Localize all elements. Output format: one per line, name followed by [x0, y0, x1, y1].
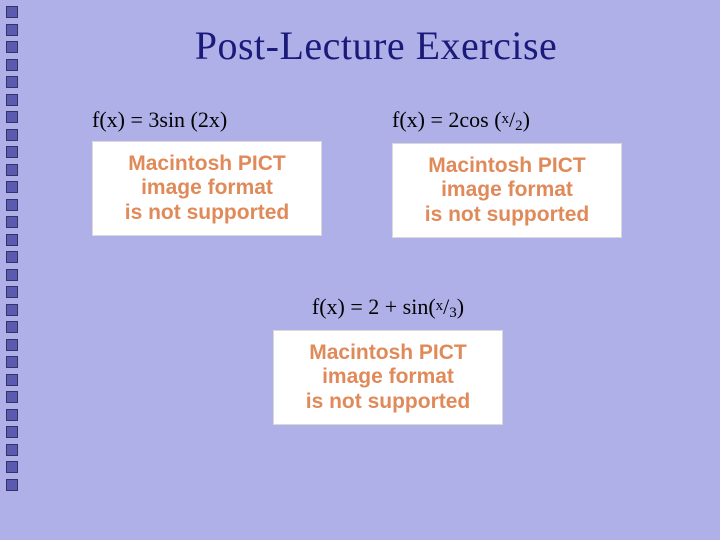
slide-content: Post-Lecture Exercise f(x) = 3sin (2x) M…	[32, 0, 720, 540]
function-1-text: f(x) = 3sin (2x)	[92, 107, 227, 132]
border-square	[6, 41, 18, 53]
border-square	[6, 6, 18, 18]
function-block-2: f(x) = 2cos (x/2) Macintosh PICT image f…	[392, 107, 692, 238]
border-square	[6, 409, 18, 421]
border-square	[6, 304, 18, 316]
image-placeholder-1: Macintosh PICT image format is not suppo…	[92, 141, 322, 236]
placeholder-text-3: Macintosh PICT image format is not suppo…	[306, 341, 471, 413]
function-block-1: f(x) = 3sin (2x) Macintosh PICT image fo…	[92, 107, 392, 238]
border-square	[6, 129, 18, 141]
border-square	[6, 111, 18, 123]
border-square	[6, 94, 18, 106]
left-border-squares	[6, 6, 20, 534]
border-square	[6, 76, 18, 88]
image-placeholder-2: Macintosh PICT image format is not suppo…	[392, 143, 622, 238]
border-square	[6, 59, 18, 71]
border-square	[6, 391, 18, 403]
border-square	[6, 146, 18, 158]
border-square	[6, 426, 18, 438]
border-square	[6, 444, 18, 456]
page-title: Post-Lecture Exercise	[32, 22, 720, 69]
border-square	[6, 321, 18, 333]
border-square	[6, 269, 18, 281]
border-square	[6, 234, 18, 246]
image-placeholder-3: Macintosh PICT image format is not suppo…	[273, 330, 503, 425]
border-square	[6, 374, 18, 386]
border-square	[6, 479, 18, 491]
border-square	[6, 164, 18, 176]
border-square	[6, 199, 18, 211]
row-top: f(x) = 3sin (2x) Macintosh PICT image fo…	[32, 107, 720, 238]
border-square	[6, 181, 18, 193]
border-square	[6, 216, 18, 228]
border-square	[6, 286, 18, 298]
function-label-3: f(x) = 2 + sin(x/3)	[312, 294, 464, 322]
function-label-1: f(x) = 3sin (2x)	[92, 107, 392, 133]
border-square	[6, 461, 18, 473]
border-square	[6, 24, 18, 36]
placeholder-text-1: Macintosh PICT image format is not suppo…	[125, 152, 290, 224]
border-square	[6, 251, 18, 263]
border-square	[6, 356, 18, 368]
border-square	[6, 339, 18, 351]
placeholder-text-2: Macintosh PICT image format is not suppo…	[425, 154, 590, 226]
function-label-2: f(x) = 2cos (x/2)	[392, 107, 692, 135]
row-bottom: f(x) = 2 + sin(x/3) Macintosh PICT image…	[32, 294, 720, 425]
